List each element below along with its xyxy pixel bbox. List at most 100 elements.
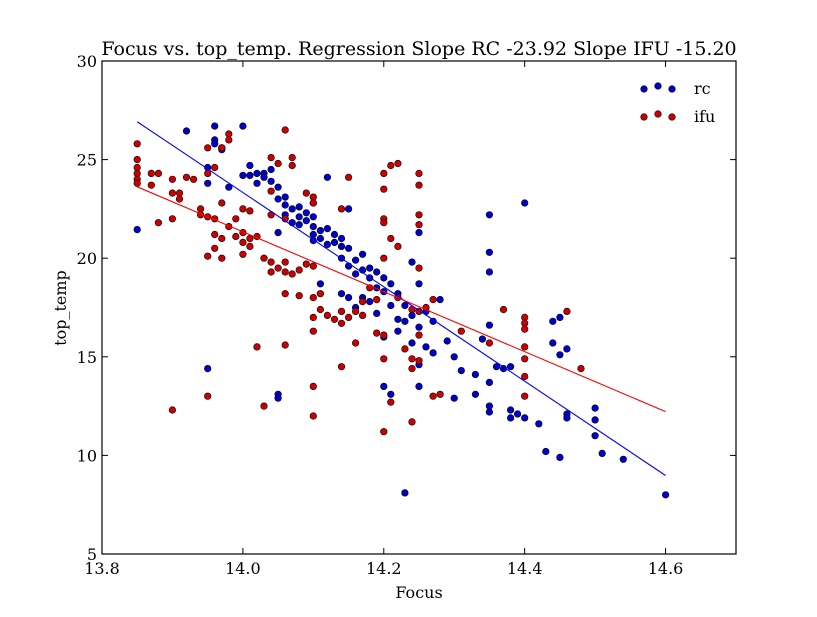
data-point-rc <box>507 414 515 422</box>
x-axis-label: Focus <box>395 583 442 602</box>
data-point-rc <box>316 227 325 235</box>
data-point-rc <box>492 363 501 371</box>
data-point-rc <box>133 226 141 234</box>
data-point-rc <box>471 390 480 398</box>
data-point-rc <box>549 317 557 325</box>
y-tick-label: 30 <box>77 52 97 71</box>
data-point-ifu <box>288 161 296 170</box>
x-tick-label: 14.4 <box>507 559 543 578</box>
data-point-ifu <box>387 234 395 243</box>
data-point-rc <box>274 229 282 237</box>
data-point-ifu <box>401 345 409 353</box>
data-point-rc <box>281 201 289 209</box>
data-point-ifu <box>204 144 212 152</box>
data-point-rc <box>204 179 212 187</box>
data-point-rc <box>408 258 416 266</box>
data-point-rc <box>521 414 529 422</box>
data-point-rc <box>429 317 437 325</box>
data-point-ifu <box>521 325 529 333</box>
data-point-rc <box>211 122 219 130</box>
data-point-ifu <box>499 305 508 314</box>
data-point-ifu <box>380 185 388 193</box>
data-point-rc <box>485 211 494 219</box>
data-point-rc <box>366 298 374 306</box>
data-point-rc <box>521 199 529 207</box>
data-point-ifu <box>316 305 325 314</box>
data-point-rc <box>309 213 317 221</box>
data-point-ifu <box>175 195 184 203</box>
regression-line-ifu <box>137 186 666 413</box>
data-point-rc <box>485 378 494 387</box>
data-point-ifu <box>352 307 360 316</box>
data-point-rc <box>274 195 282 203</box>
data-point-ifu <box>218 199 226 207</box>
data-point-ifu <box>267 258 275 266</box>
data-point-rc <box>345 294 353 302</box>
data-point-ifu <box>380 331 388 339</box>
data-point-ifu <box>211 163 219 172</box>
data-point-ifu <box>232 232 240 241</box>
data-point-rc <box>323 240 332 248</box>
data-point-ifu <box>337 363 346 371</box>
data-point-rc <box>415 323 423 331</box>
data-point-rc <box>387 390 395 398</box>
data-point-rc <box>337 242 346 250</box>
data-point-ifu <box>168 175 176 183</box>
data-point-rc <box>316 234 325 243</box>
legend-item-rc: rc <box>640 79 711 98</box>
data-point-rc <box>443 337 451 345</box>
data-point-ifu <box>309 327 317 335</box>
data-point-ifu <box>408 418 416 426</box>
x-tick-label: 14.0 <box>225 559 261 578</box>
data-point-rc <box>556 453 564 462</box>
x-tick-label: 14.6 <box>648 559 684 578</box>
data-point-rc <box>337 290 346 298</box>
data-point-rc <box>485 248 494 256</box>
data-point-ifu <box>295 292 303 300</box>
data-point-ifu <box>295 266 303 274</box>
data-point-ifu <box>288 154 296 162</box>
data-point-ifu <box>302 189 310 197</box>
data-point-ifu <box>168 189 176 197</box>
data-point-rc <box>619 455 627 463</box>
data-point-rc <box>380 274 388 282</box>
data-point-rc <box>267 165 275 174</box>
data-point-rc <box>373 309 381 318</box>
data-point-ifu <box>218 254 226 262</box>
data-point-ifu <box>316 290 325 298</box>
data-point-ifu <box>260 402 268 410</box>
data-point-rc <box>507 406 515 414</box>
data-point-ifu <box>345 173 353 181</box>
data-point-rc <box>485 321 494 329</box>
data-point-ifu <box>415 211 423 219</box>
data-point-ifu <box>204 252 212 260</box>
data-point-rc <box>253 169 261 177</box>
data-point-rc <box>267 177 275 185</box>
data-point-rc <box>302 217 310 225</box>
data-point-ifu <box>309 382 317 391</box>
data-point-ifu <box>211 230 219 239</box>
data-point-rc <box>401 317 409 325</box>
data-point-ifu <box>330 315 339 323</box>
data-point-rc <box>253 179 261 187</box>
data-point-ifu <box>380 169 388 177</box>
data-point-ifu <box>380 254 388 262</box>
data-point-rc <box>366 264 374 272</box>
data-point-rc <box>415 229 423 237</box>
data-point-ifu <box>380 219 388 227</box>
legend-marker <box>654 82 662 90</box>
data-point-ifu <box>281 258 289 266</box>
data-point-rc <box>408 339 416 347</box>
data-point-ifu <box>190 175 198 183</box>
y-tick-label: 20 <box>77 249 97 268</box>
legend: rc ifu <box>640 79 715 126</box>
legend-marker <box>668 85 676 93</box>
data-point-rc <box>345 244 353 252</box>
data-point-ifu <box>337 319 346 327</box>
data-point-rc <box>345 205 353 213</box>
data-point-ifu <box>246 207 254 215</box>
data-point-rc <box>295 221 303 229</box>
data-point-rc <box>394 315 402 323</box>
data-point-rc <box>591 416 599 424</box>
